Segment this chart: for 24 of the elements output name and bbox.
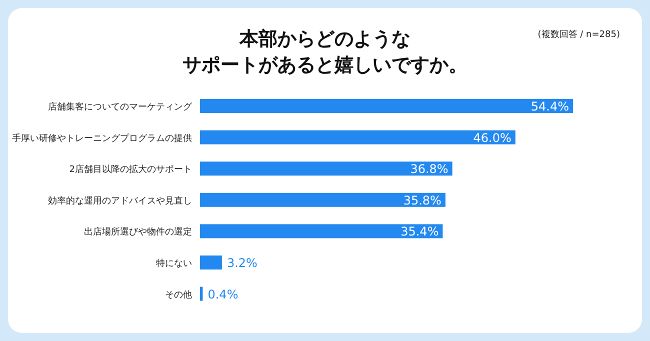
bar xyxy=(200,256,222,270)
data-label: 36.8% xyxy=(410,162,448,176)
y-tick-label: 特にない xyxy=(156,258,192,269)
text: (複数回答 / n=285) xyxy=(538,29,620,40)
y-tick-label: 出店場所選びや物件の選定 xyxy=(84,226,192,238)
data-label: 46.0% xyxy=(473,130,512,145)
bar xyxy=(200,192,446,207)
data-label: 35.4% xyxy=(400,224,439,239)
y-tick-label: その他 xyxy=(165,289,192,300)
chart-title: 本部からどのような xyxy=(238,28,410,50)
y-tick-label: 店舗集客についてのマーケティング xyxy=(48,102,193,112)
chart-subtitle: サポートがあると嬉しいですか。 xyxy=(182,54,468,76)
data-label: 35.8% xyxy=(403,193,442,208)
data-label: 3.2% xyxy=(226,256,258,270)
y-tick-label: 2店舗目以降の拡大のサポート xyxy=(69,164,192,176)
bar xyxy=(200,99,573,113)
data-label: 54.4% xyxy=(530,100,569,114)
data-label: 0.4% xyxy=(208,287,238,302)
bar xyxy=(200,130,516,144)
y-tick-label: 効率的な運用のアドバイスや見直し xyxy=(48,195,192,206)
bar xyxy=(200,286,203,301)
bar xyxy=(200,162,452,176)
bar xyxy=(200,224,443,238)
y-tick-label: 手厚い研修やトレーニングプログラムの提供 xyxy=(12,132,192,144)
